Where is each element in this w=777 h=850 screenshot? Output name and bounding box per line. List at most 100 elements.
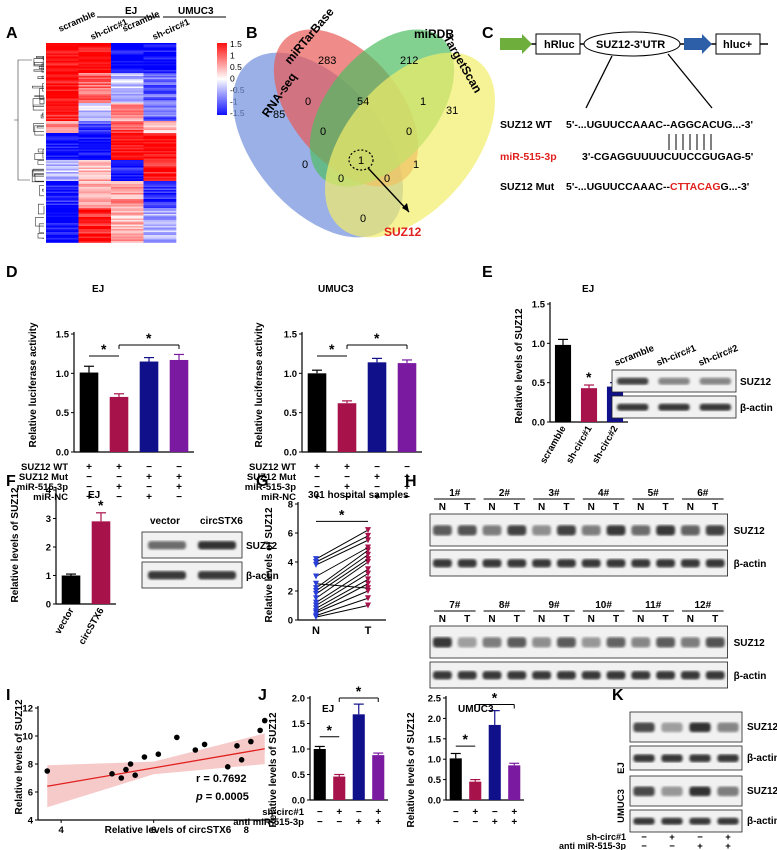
panel-d-ej-chart: 0.00.51.01.5**SUZ12 WT + + − −SUZ12 Mut − − + +m… xyxy=(17,330,194,503)
sample-label: 11# xyxy=(645,600,662,611)
bar xyxy=(169,359,189,452)
blot-band xyxy=(148,571,186,580)
bar xyxy=(91,521,111,604)
venn-count: 0 xyxy=(302,159,308,171)
panel-b-venn: RNA-seq miRTarBase miRDB TargetScan 85 2… xyxy=(233,5,495,239)
pair-line xyxy=(315,605,369,618)
point-t xyxy=(365,537,371,544)
sig-star: * xyxy=(98,497,104,513)
blot-column-label: vector xyxy=(150,516,180,527)
bar xyxy=(313,749,326,800)
condition-sign: − xyxy=(669,841,675,850)
lane-label: N xyxy=(637,502,644,513)
blot-row-label: β-actin xyxy=(734,559,767,570)
lane-label: T xyxy=(464,502,470,513)
condition-sign: − xyxy=(336,817,342,828)
blot-band xyxy=(507,525,527,536)
point-n xyxy=(313,595,319,602)
blot-band xyxy=(457,559,477,568)
blot-band xyxy=(717,786,739,797)
panel-label-k: K xyxy=(612,687,624,704)
sig-star: * xyxy=(356,683,362,699)
blot-row-label: β-actin xyxy=(747,816,777,827)
lane-label: N xyxy=(687,614,694,625)
blot-band xyxy=(633,786,655,797)
sample-label: 4# xyxy=(598,488,610,499)
blot-band xyxy=(556,559,576,568)
blot-band xyxy=(633,817,655,825)
group-label-umuc3: UMUC3 xyxy=(178,6,214,17)
blot-band xyxy=(661,817,683,825)
blot-band xyxy=(680,671,700,680)
blot-band xyxy=(656,525,676,536)
condition-sign: + xyxy=(375,807,381,818)
blot-band xyxy=(532,559,552,568)
venn-label-mirdb: miRDB xyxy=(414,27,454,41)
sample-label: 10# xyxy=(595,600,612,611)
condition-row-label: anti miR-515-3p xyxy=(559,841,627,850)
blot-group-label: EJ xyxy=(616,762,627,774)
bar xyxy=(580,388,598,422)
condition-sign: + xyxy=(725,832,731,843)
blot-band xyxy=(556,637,576,648)
lane-label: N xyxy=(637,614,644,625)
condition-sign: + xyxy=(374,472,380,483)
condition-sign: + xyxy=(374,492,380,503)
utr-ellipse xyxy=(583,31,681,57)
blot-band xyxy=(606,525,626,536)
y-tick-label: 1.0 xyxy=(284,369,297,380)
x-tick-label: circSTX6 xyxy=(77,606,107,647)
i-p-value: p = 0.0005 xyxy=(195,791,249,803)
condition-sign: − xyxy=(176,492,182,503)
blot-band xyxy=(482,671,502,680)
y-tick-label: 1.5 xyxy=(56,330,70,341)
blot-band xyxy=(616,403,649,411)
venn-result-label: SUZ12 xyxy=(384,225,422,239)
lane-label: N xyxy=(439,502,446,513)
pair-line xyxy=(315,583,369,612)
sample-label: 8# xyxy=(499,600,511,611)
g-ylabel: Relative levels of SUZ12 xyxy=(264,507,275,622)
heatmap-scale-tick: 1 xyxy=(230,51,235,61)
bar xyxy=(109,396,129,452)
bar xyxy=(469,781,482,800)
sample-label: 9# xyxy=(548,600,560,611)
heatmap-col-sh-circ1-2: sh-circ#1 xyxy=(151,17,191,42)
lane-label: N xyxy=(588,502,595,513)
sig-star: * xyxy=(463,731,469,747)
heatmap-col-scramble: scramble xyxy=(57,9,97,34)
venn-count: 85 xyxy=(273,109,285,121)
panel-a-heatmap: EJ UMUC3 scramble sh-circ#1 scramble sh-… xyxy=(14,6,245,243)
venn-count: 1 xyxy=(420,96,426,108)
scatter-point xyxy=(132,772,138,778)
condition-sign: + xyxy=(511,807,517,818)
condition-sign: − xyxy=(356,807,362,818)
lane-label: N xyxy=(687,502,694,513)
scatter-point xyxy=(261,717,268,724)
sample-label: 3# xyxy=(548,488,560,499)
bar xyxy=(352,714,365,800)
sig-star: * xyxy=(339,506,345,522)
condition-sign: + xyxy=(146,472,152,483)
blot-band xyxy=(616,377,649,385)
blot-band xyxy=(658,377,690,385)
x-tick-label: T xyxy=(365,625,372,637)
y-tick-label: 0.0 xyxy=(284,448,297,459)
x-tick-label: sh-circ#2 xyxy=(590,424,620,466)
condition-sign: + xyxy=(697,841,703,850)
blot-row-label: SUZ12 xyxy=(734,638,766,649)
blot-band xyxy=(606,559,626,568)
blot-row-label: β-actin xyxy=(246,571,279,582)
d-ej-title: EJ xyxy=(92,284,104,295)
seq-wt: 5'-...UGUUCCAAAC--AGGCACUG...-3' xyxy=(566,119,753,131)
i-ylabel: Relative levels of SUZ12 xyxy=(14,699,25,814)
scatter-point xyxy=(109,771,115,777)
condition-sign: − xyxy=(404,492,410,503)
venn-count: 212 xyxy=(400,55,418,67)
point-t xyxy=(365,544,371,551)
point-t xyxy=(365,532,371,539)
promoter-arrow-green xyxy=(500,34,532,54)
lane-label: T xyxy=(514,502,520,513)
condition-sign: + xyxy=(356,817,362,828)
